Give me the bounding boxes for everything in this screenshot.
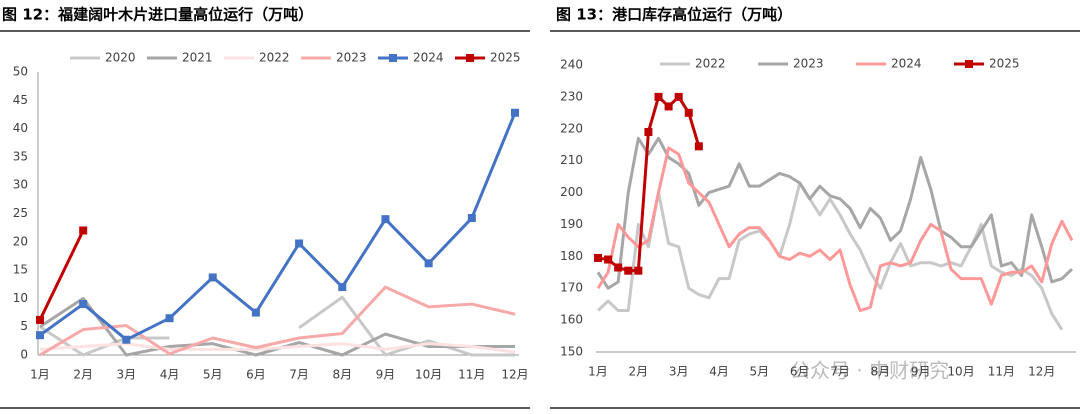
legend-label: 2022 xyxy=(695,57,726,71)
point-marker xyxy=(654,92,663,101)
series-line xyxy=(596,136,1074,290)
point-marker xyxy=(424,259,433,268)
y-tick-label: 15 xyxy=(13,263,28,277)
y-tick-label: 200 xyxy=(560,185,583,199)
watermark: 公众号 · 中财研究 xyxy=(790,359,949,383)
point-marker xyxy=(251,308,260,317)
x-tick-label: 10月 xyxy=(947,365,974,379)
y-tick-label: 190 xyxy=(560,217,583,231)
x-tick-label: 7月 xyxy=(289,368,309,382)
series-line xyxy=(39,112,517,342)
point-marker xyxy=(644,127,653,136)
x-tick-label: 9月 xyxy=(911,365,931,379)
y-tick-label: 160 xyxy=(560,313,583,327)
point-marker xyxy=(604,255,613,264)
y-tick-label: 40 xyxy=(13,121,28,135)
y-tick-label: 5 xyxy=(20,319,28,333)
point-marker xyxy=(674,92,683,101)
point-marker xyxy=(634,266,643,275)
x-tick-label: 8月 xyxy=(332,368,352,382)
legend-marker xyxy=(466,54,474,62)
point-marker xyxy=(295,239,304,248)
x-tick-label: 3月 xyxy=(669,365,689,379)
legend-label: 2020 xyxy=(105,51,136,65)
legend-label: 2024 xyxy=(891,57,922,71)
point-marker xyxy=(664,102,673,111)
x-tick-label: 11月 xyxy=(988,365,1015,379)
x-tick-label: 12月 xyxy=(1028,365,1055,379)
x-tick-label: 4月 xyxy=(160,368,180,382)
point-marker xyxy=(381,215,390,224)
y-tick-label: 35 xyxy=(13,149,28,163)
x-tick-label: 12月 xyxy=(501,368,528,382)
legend-label: 2022 xyxy=(259,51,290,65)
y-tick-label: 240 xyxy=(560,58,583,72)
point-marker xyxy=(122,335,131,344)
point-marker xyxy=(467,214,476,223)
y-tick-label: 10 xyxy=(13,291,28,305)
x-tick-label: 9月 xyxy=(376,368,396,382)
point-marker xyxy=(208,273,217,282)
point-marker xyxy=(614,263,623,272)
point-marker xyxy=(165,314,174,323)
x-tick-label: 7月 xyxy=(830,365,850,379)
point-marker xyxy=(79,300,88,309)
point-marker xyxy=(338,283,347,292)
x-tick-label: 8月 xyxy=(871,365,891,379)
point-marker xyxy=(36,315,44,324)
legend-label: 2021 xyxy=(182,51,213,65)
y-tick-label: 20 xyxy=(13,234,28,248)
x-tick-label: 4月 xyxy=(709,365,729,379)
point-marker xyxy=(79,226,88,235)
series-line xyxy=(39,342,516,354)
legend-marker xyxy=(965,60,973,68)
x-tick-label: 6月 xyxy=(790,365,810,379)
legend-label: 2025 xyxy=(490,51,521,65)
y-tick-label: 25 xyxy=(13,206,28,220)
y-tick-label: 150 xyxy=(560,345,583,359)
point-marker xyxy=(694,142,703,151)
legend-label: 2024 xyxy=(413,51,444,65)
series-line xyxy=(596,146,1074,313)
point-marker xyxy=(594,253,602,262)
point-marker xyxy=(511,108,519,117)
legend-label: 2023 xyxy=(336,51,367,65)
point-marker xyxy=(684,108,693,117)
x-tick-label: 2月 xyxy=(73,368,93,382)
series-line xyxy=(596,181,1064,331)
y-tick-label: 220 xyxy=(560,121,583,135)
x-tick-label: 5月 xyxy=(750,365,770,379)
y-tick-label: 0 xyxy=(20,348,28,362)
y-tick-label: 30 xyxy=(13,178,28,192)
x-tick-label: 5月 xyxy=(203,368,223,382)
x-tick-label: 1月 xyxy=(30,368,50,382)
x-tick-label: 3月 xyxy=(117,368,137,382)
chart-title: 图 13：港口库存高位运行（万吨） xyxy=(556,6,792,24)
x-tick-label: 6月 xyxy=(246,368,266,382)
y-tick-label: 45 xyxy=(13,93,28,107)
series-line xyxy=(39,285,516,357)
legend-label: 2025 xyxy=(989,57,1020,71)
chart-title: 图 12：福建阔叶木片进口量高位运行（万吨） xyxy=(2,6,313,24)
point-marker xyxy=(624,266,633,275)
x-tick-label: 2月 xyxy=(629,365,649,379)
legend-label: 2023 xyxy=(793,57,824,71)
x-tick-label: 1月 xyxy=(588,365,608,379)
x-tick-label: 11月 xyxy=(458,368,485,382)
y-tick-label: 170 xyxy=(560,281,583,295)
y-tick-label: 180 xyxy=(560,249,583,263)
point-marker xyxy=(36,331,44,340)
y-tick-label: 230 xyxy=(560,89,583,103)
legend-marker xyxy=(389,54,397,62)
y-tick-label: 50 xyxy=(13,65,28,79)
series-line xyxy=(38,229,85,321)
y-tick-label: 210 xyxy=(560,153,583,167)
x-tick-label: 10月 xyxy=(415,368,442,382)
